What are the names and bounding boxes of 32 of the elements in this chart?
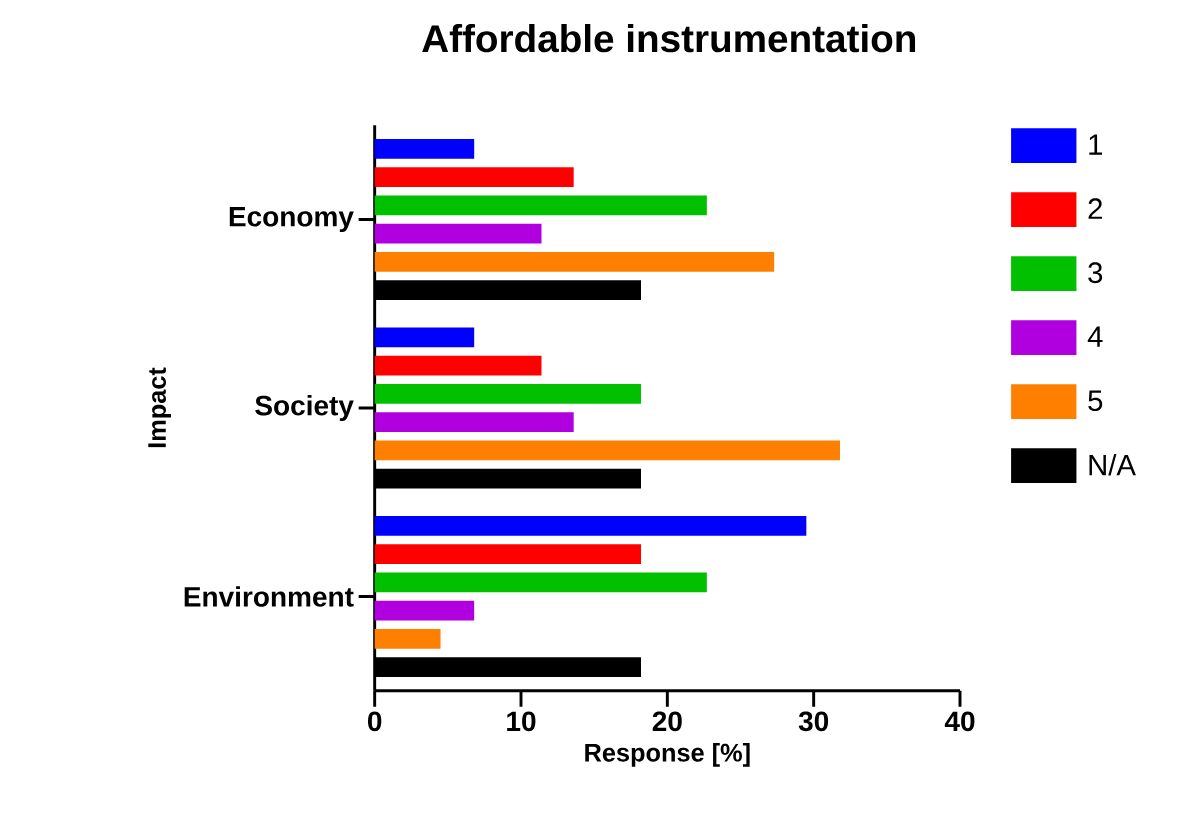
- bar: [374, 195, 707, 216]
- bar: [374, 223, 542, 244]
- bar: [374, 440, 841, 461]
- bar: [374, 139, 475, 159]
- bar: [374, 544, 641, 564]
- bar: [374, 167, 574, 188]
- bar: [374, 412, 574, 433]
- bar: [374, 327, 475, 348]
- y-axis-title: Impact: [148, 367, 171, 448]
- legend-label: N/A: [1089, 453, 1136, 476]
- bar: [374, 252, 775, 272]
- y-tick-label: Economy: [229, 207, 354, 233]
- legend-label: 4: [1087, 326, 1103, 347]
- bar: [374, 572, 707, 593]
- bar: [374, 628, 441, 649]
- legend-label: 2: [1088, 198, 1102, 219]
- x-tick-label: 30: [798, 711, 829, 732]
- chart-title: Affordable instrumentation: [422, 23, 916, 53]
- x-tick-label: 0: [367, 711, 382, 732]
- x-axis-title: Response [%]: [585, 743, 750, 767]
- y-tick-label: Environment: [184, 586, 354, 607]
- legend-label: 3: [1088, 262, 1103, 284]
- bar: [374, 515, 807, 536]
- bar: [374, 383, 641, 404]
- x-tick-label: 40: [944, 711, 975, 732]
- legend-label: 5: [1088, 390, 1103, 411]
- bar: [374, 600, 475, 621]
- x-tick-label: 20: [652, 711, 682, 732]
- bar: [374, 355, 542, 376]
- x-tick-label: 10: [507, 711, 536, 732]
- y-tick-label: Society: [255, 394, 354, 422]
- legend-label: 1: [1089, 134, 1102, 155]
